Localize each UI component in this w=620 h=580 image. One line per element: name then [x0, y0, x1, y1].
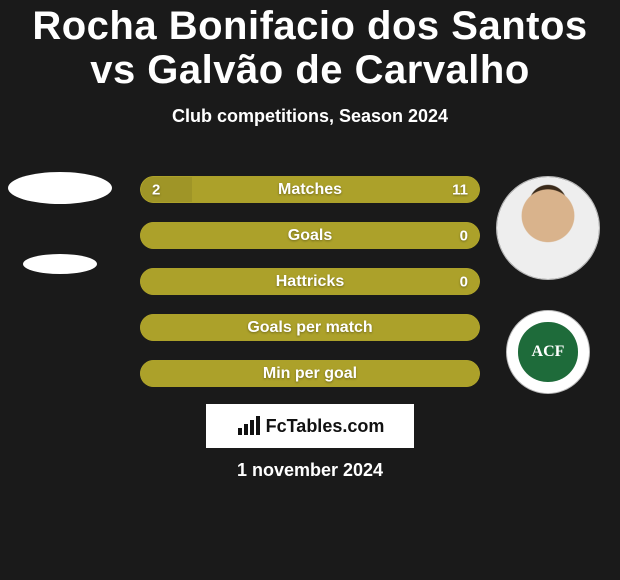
right-avatars: ACF [496, 176, 600, 394]
stat-bars: Matches 2 11 Goals 0 Hattricks 0 Goals per matc… [140, 176, 480, 387]
bar-value-left: 2 [152, 181, 160, 198]
left-player-avatar-placeholder [8, 172, 112, 204]
bar-label: Min per goal [263, 365, 357, 383]
player-face-icon [497, 177, 599, 279]
club-badge-icon: ACF [518, 322, 577, 381]
bar-label: Goals [288, 227, 332, 245]
bar-label: Goals per match [247, 319, 372, 337]
bar-value-right: 0 [460, 273, 468, 290]
left-club-avatar-placeholder [23, 254, 97, 274]
stat-bar: Matches 2 11 [140, 176, 480, 203]
club-badge-text: ACF [532, 343, 565, 361]
right-player-avatar [496, 176, 600, 280]
chart-icon [236, 416, 262, 436]
watermark: FcTables.com [206, 404, 414, 448]
page-title: Rocha Bonifacio dos Santos vs Galvão de … [0, 0, 620, 92]
stat-bar: Goals per match [140, 314, 480, 341]
stat-bar: Min per goal [140, 360, 480, 387]
bar-fill-left [140, 176, 192, 203]
left-avatars [8, 172, 112, 274]
stat-bar: Hattricks 0 [140, 268, 480, 295]
stat-bar: Goals 0 [140, 222, 480, 249]
watermark-text: FcTables.com [266, 416, 385, 437]
subtitle: Club competitions, Season 2024 [0, 106, 620, 127]
bar-value-right: 0 [460, 227, 468, 244]
bar-label: Matches [278, 181, 342, 199]
bar-value-right: 11 [452, 181, 468, 198]
right-club-avatar: ACF [506, 310, 590, 394]
bar-label: Hattricks [276, 273, 344, 291]
date-label: 1 november 2024 [237, 460, 383, 481]
